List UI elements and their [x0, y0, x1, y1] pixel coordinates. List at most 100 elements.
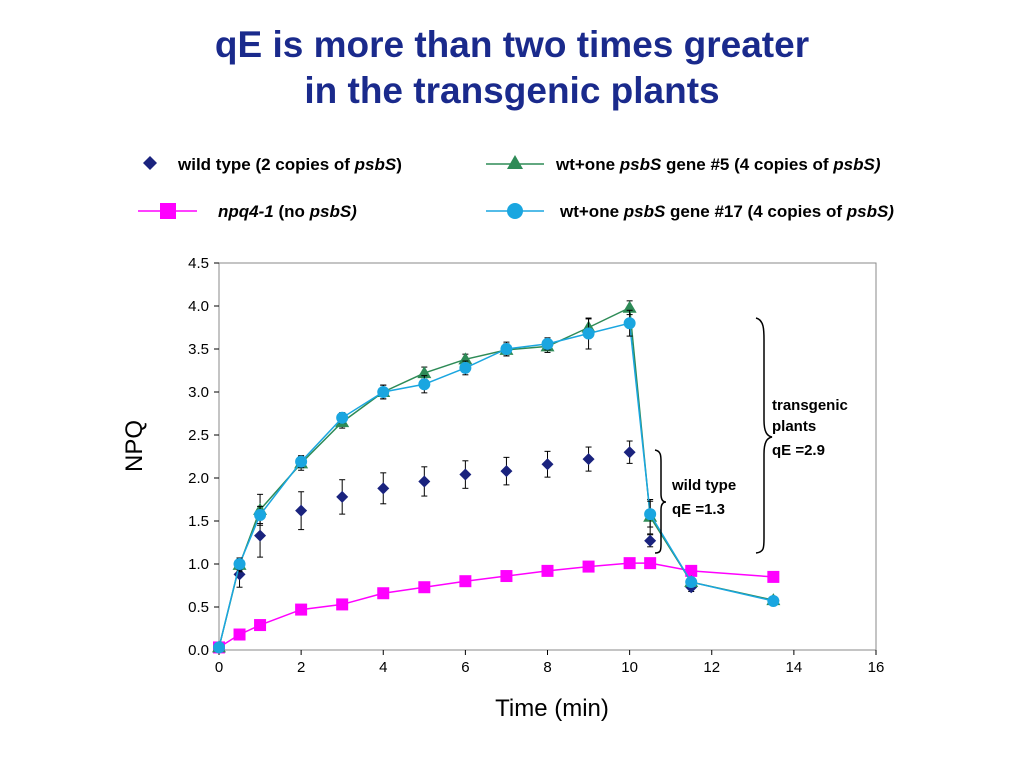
title-line-2: in the transgenic plants — [304, 70, 720, 111]
legend-text-npq4-0: npq4-1 — [218, 202, 274, 221]
legend-item-gene5: wt+one psbS gene #5 (4 copies of psbS) — [486, 155, 881, 174]
x-tick-label: 14 — [786, 659, 803, 676]
data-point-gene17 — [295, 455, 308, 468]
legend-label-wild-type: wild type (2 copies of psbS) — [177, 155, 402, 174]
transgenic-annotation: transgenic plants qE =2.9 — [772, 397, 848, 459]
x-tick-label: 6 — [461, 659, 469, 676]
data-point-gene17 — [541, 337, 554, 350]
legend-text-gene5-3: psbS) — [832, 155, 881, 174]
legend: wild type (2 copies of psbS) wt+one psbS… — [138, 155, 894, 221]
y-tick-label: 0.5 — [188, 599, 209, 616]
transgenic-brace — [755, 317, 773, 554]
x-tick-label: 0 — [215, 659, 223, 676]
data-point-npq4 — [582, 560, 595, 573]
y-tick-label: 2.5 — [188, 427, 209, 444]
data-point-gene17 — [500, 343, 513, 355]
y-axis-label: NPQ — [121, 420, 148, 472]
data-point-gene17 — [377, 386, 390, 398]
legend-text-gene17-1: psbS — [623, 202, 666, 221]
data-point-npq4 — [767, 570, 780, 583]
x-axis-label: Time (min) — [495, 695, 609, 722]
data-point-npq4 — [295, 603, 308, 616]
legend-marker-npq4 — [160, 203, 176, 219]
wild-type-brace — [654, 449, 667, 554]
legend-text-gene5-2: gene #5 (4 copies of — [661, 155, 833, 174]
y-tick-label: 1.5 — [188, 513, 209, 530]
series-layer — [212, 300, 781, 654]
data-point-gene17 — [336, 411, 349, 424]
legend-marker-gene17 — [507, 203, 523, 219]
transgenic-qe: qE =2.9 — [772, 442, 825, 459]
data-point-wild-type — [623, 446, 636, 459]
y-tick-label: 4.5 — [188, 255, 209, 272]
y-tick-label: 2.0 — [188, 470, 209, 487]
data-point-npq4 — [418, 581, 431, 594]
legend-text-gene17-0: wt+one — [559, 202, 624, 221]
legend-text-gene5-1: psbS — [619, 155, 662, 174]
data-point-gene17 — [213, 641, 225, 654]
x-tick-label: 2 — [297, 659, 305, 676]
data-point-wild-type — [582, 453, 595, 466]
legend-text-wild-type-2: ) — [396, 155, 402, 174]
data-point-gene17 — [767, 594, 780, 607]
data-point-gene17 — [623, 317, 636, 330]
data-point-wild-type — [541, 458, 554, 471]
wild-type-qe: qE =1.3 — [672, 501, 725, 518]
y-tick-label: 4.0 — [188, 298, 209, 315]
transgenic-label-1: transgenic — [772, 397, 848, 414]
legend-text-wild-type-0: wild type (2 copies of — [177, 155, 355, 174]
data-point-gene17 — [459, 361, 472, 374]
legend-item-gene17: wt+one psbS gene #17 (4 copies of psbS) — [486, 202, 894, 221]
legend-text-gene17-3: psbS) — [846, 202, 895, 221]
data-point-npq4 — [644, 557, 657, 570]
series-gene17 — [213, 309, 780, 654]
legend-label-npq4: npq4-1 (no psbS) — [218, 202, 357, 221]
data-point-gene5 — [458, 352, 473, 365]
y-tick-label: 3.0 — [188, 384, 209, 401]
data-point-npq4 — [500, 570, 513, 583]
data-point-wild-type — [500, 465, 513, 478]
data-point-npq4 — [541, 564, 554, 577]
data-point-wild-type — [295, 504, 308, 517]
data-point-gene17 — [254, 508, 267, 521]
data-point-wild-type — [418, 475, 431, 488]
wild-type-annotation: wild type qE =1.3 — [671, 477, 736, 518]
data-point-wild-type — [459, 468, 472, 481]
data-point-gene17 — [418, 378, 431, 391]
data-point-wild-type — [254, 529, 267, 542]
x-tick-label: 16 — [868, 659, 885, 676]
legend-marker-wild-type — [143, 156, 157, 170]
data-point-npq4 — [623, 557, 636, 570]
y-tick-label: 1.0 — [188, 556, 209, 573]
x-tick-label: 8 — [543, 659, 551, 676]
data-point-npq4 — [233, 628, 246, 641]
data-point-gene5 — [622, 300, 637, 313]
legend-label-gene5: wt+one psbS gene #5 (4 copies of psbS) — [555, 155, 881, 174]
x-tick-label: 12 — [703, 659, 720, 676]
data-point-gene17 — [582, 327, 595, 340]
data-point-npq4 — [459, 575, 472, 588]
y-tick-label: 0.0 — [188, 642, 209, 659]
x-tick-label: 4 — [379, 659, 387, 676]
legend-text-npq4-1: (no — [274, 202, 310, 221]
wild-type-annotation-label: wild type — [671, 477, 736, 494]
legend-item-wild-type: wild type (2 copies of psbS) — [143, 155, 402, 174]
legend-text-npq4-2: psbS) — [309, 202, 358, 221]
y-tick-label: 3.5 — [188, 341, 209, 358]
data-point-npq4 — [685, 564, 698, 577]
data-point-gene17 — [644, 508, 657, 521]
series-wild-type — [213, 440, 780, 654]
data-point-gene5 — [417, 366, 432, 379]
x-tick-label: 10 — [621, 659, 638, 676]
data-point-wild-type — [336, 490, 349, 503]
legend-label-gene17: wt+one psbS gene #17 (4 copies of psbS) — [559, 202, 894, 221]
data-point-gene17 — [685, 576, 698, 589]
legend-marker-gene5 — [507, 155, 523, 169]
legend-text-wild-type-1: psbS — [354, 155, 397, 174]
series-npq4 — [213, 557, 780, 654]
axes: 0 2 4 6 8 10 12 14 16 0.0 0.5 1.0 1.5 2.0 2.5 3.0 3.5 4.0… — [188, 255, 884, 676]
title-line-1: qE is more than two times greater — [214, 24, 810, 65]
legend-text-gene5-0: wt+one — [555, 155, 620, 174]
transgenic-label-2: plants — [772, 418, 816, 435]
